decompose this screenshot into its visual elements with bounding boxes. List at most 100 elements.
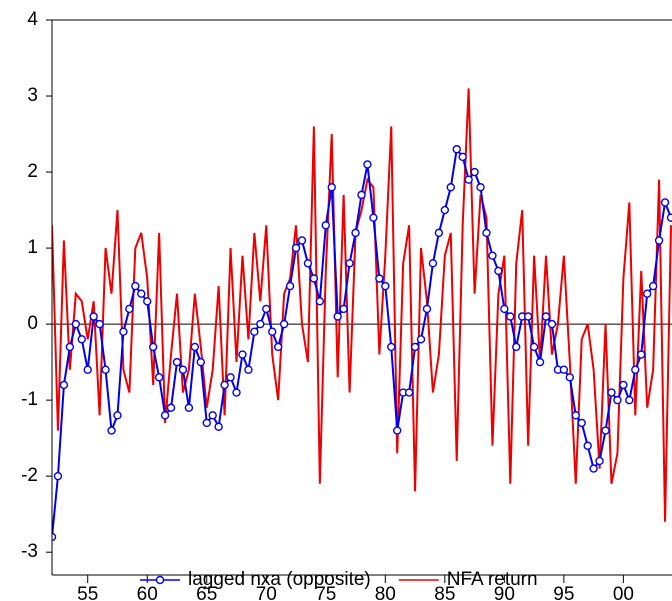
series-marker [232, 388, 241, 397]
series-marker [143, 297, 152, 306]
legend-label: lagged nxa (opposite) [188, 569, 371, 590]
series-marker [303, 259, 313, 268]
series-marker [619, 380, 628, 390]
series-marker [571, 411, 580, 420]
series-marker [660, 198, 670, 207]
series-marker [458, 152, 467, 162]
y-tick-label: 3 [27, 85, 38, 106]
series-marker [500, 304, 509, 314]
series-marker [565, 373, 575, 382]
series-marker [339, 304, 348, 314]
x-tick-label: 90 [494, 584, 515, 601]
series-marker [404, 388, 414, 397]
plot-area [52, 88, 672, 542]
series-marker [238, 350, 247, 359]
series-marker [202, 418, 211, 428]
series-marker [666, 213, 672, 222]
y-tick-label: 1 [27, 237, 38, 258]
series-marker [95, 319, 104, 329]
series-marker [583, 441, 592, 450]
series-marker [214, 422, 223, 431]
series-marker [488, 251, 497, 260]
series-marker [250, 327, 259, 336]
series-marker [309, 274, 319, 283]
series-marker [529, 342, 539, 352]
series-marker [196, 357, 205, 367]
series-marker [422, 304, 432, 314]
series-marker [166, 403, 176, 412]
series-marker [226, 373, 235, 382]
x-tick-label: 00 [613, 584, 634, 601]
series-marker [613, 395, 622, 405]
series-marker [52, 532, 57, 542]
series-marker [631, 365, 640, 374]
series-marker [387, 342, 396, 352]
series-marker [494, 266, 503, 276]
series-marker [65, 342, 75, 352]
series-marker [220, 380, 229, 390]
y-tick-label: 4 [27, 9, 38, 30]
series-marker [83, 365, 92, 374]
series-marker [381, 281, 390, 291]
series-marker [482, 228, 491, 238]
series-marker [190, 342, 200, 352]
series-marker [315, 297, 325, 306]
series-marker [184, 403, 194, 412]
series-marker [577, 418, 586, 428]
series-marker [434, 228, 444, 238]
series-marker [333, 312, 342, 321]
series-marker [607, 388, 616, 397]
series-marker [131, 281, 140, 291]
series-marker [595, 456, 604, 466]
series-marker [262, 304, 271, 314]
series-marker [464, 175, 473, 184]
series-marker [327, 183, 336, 192]
series-marker [410, 342, 420, 352]
series-marker [279, 319, 289, 329]
x-tick-label: 95 [553, 584, 574, 601]
series-marker [268, 327, 277, 336]
series-marker [476, 183, 485, 192]
series-marker [208, 411, 217, 420]
x-tick-label: 85 [434, 584, 455, 601]
series-marker [113, 411, 122, 420]
series-marker [547, 319, 557, 329]
series-marker [654, 236, 664, 245]
series-marker [589, 464, 598, 473]
series-marker [321, 221, 330, 230]
series-marker [523, 312, 533, 321]
series-marker [160, 411, 170, 420]
series-marker [172, 357, 182, 367]
series-marker [625, 395, 634, 405]
series-marker [178, 365, 188, 374]
series-marker [440, 205, 450, 215]
series-marker [137, 289, 146, 298]
series-marker [59, 380, 69, 390]
series-marker [637, 350, 646, 359]
x-tick-label: 65 [196, 584, 217, 601]
x-tick-label: 70 [256, 584, 277, 601]
series-marker [89, 312, 98, 321]
series-marker [77, 335, 86, 344]
series-marker [291, 243, 301, 253]
series-marker [428, 259, 438, 268]
series-marker [648, 281, 658, 291]
series-marker [506, 312, 515, 321]
y-tick-label: -3 [21, 541, 38, 562]
x-tick-label: 75 [315, 584, 336, 601]
series-marker [375, 274, 384, 283]
series-marker [71, 319, 81, 329]
y-tick-label: 2 [27, 161, 38, 182]
series-marker [393, 426, 402, 435]
series-marker [297, 236, 307, 245]
series-marker [285, 281, 295, 291]
x-tick-label: 80 [375, 584, 396, 601]
series-marker [357, 190, 366, 200]
series-marker [416, 335, 426, 344]
y-tick-label: -1 [21, 389, 38, 410]
series-marker [119, 327, 128, 336]
series-marker [559, 365, 569, 374]
series-marker [53, 471, 63, 481]
y-tick-label: 0 [27, 313, 38, 334]
